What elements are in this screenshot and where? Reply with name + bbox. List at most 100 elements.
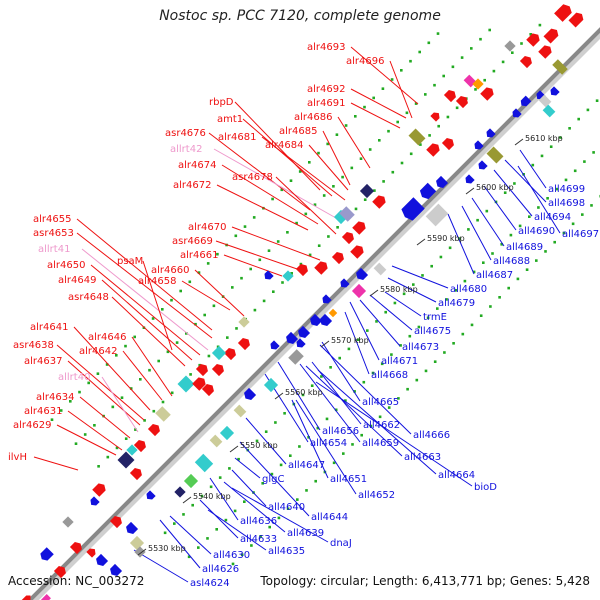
forward-gene-label: alr4655 bbox=[33, 214, 71, 225]
scale-tick-mark bbox=[320, 340, 330, 348]
forward-gene-label: alr4646 bbox=[88, 332, 126, 343]
track-dot bbox=[371, 371, 375, 375]
track-dot bbox=[384, 310, 387, 314]
forward-gene-label: alr4692 bbox=[307, 84, 345, 95]
forward-gene-arrow bbox=[519, 56, 532, 69]
label-leader-line bbox=[277, 361, 321, 431]
track-dot bbox=[139, 378, 142, 381]
track-dot bbox=[586, 108, 590, 112]
gene-feature-block bbox=[219, 425, 235, 441]
label-leader-line bbox=[461, 205, 492, 261]
label-leader-line bbox=[242, 118, 333, 197]
track-dot bbox=[354, 207, 358, 211]
forward-gene-arrow bbox=[455, 96, 468, 109]
track-dot bbox=[206, 537, 209, 540]
track-dot bbox=[498, 296, 501, 299]
track-dot bbox=[373, 189, 376, 192]
track-dot bbox=[157, 359, 160, 363]
track-dot bbox=[253, 308, 257, 312]
forward-gene-label: asr4676 bbox=[165, 128, 206, 139]
label-leader-line bbox=[231, 226, 321, 261]
label-leader-line bbox=[471, 197, 505, 247]
track-dot bbox=[538, 23, 542, 27]
track-dot bbox=[390, 353, 393, 356]
reverse-gene-label: all4662 bbox=[363, 420, 400, 431]
track-dot bbox=[564, 178, 568, 182]
track-dot bbox=[405, 111, 409, 115]
track-dot bbox=[483, 78, 486, 82]
scale-tick-label: 5530 kbp bbox=[148, 544, 186, 553]
track-dot bbox=[507, 286, 510, 290]
gene-feature-block bbox=[155, 406, 171, 422]
track-dot bbox=[460, 56, 464, 59]
track-dot bbox=[463, 279, 467, 283]
track-dot bbox=[448, 246, 452, 250]
reverse-gene-label: all4633 bbox=[240, 534, 277, 545]
track-dot bbox=[332, 461, 336, 465]
track-dot bbox=[535, 259, 538, 262]
label-leader-line bbox=[169, 515, 212, 555]
track-dot bbox=[336, 226, 339, 229]
track-dot bbox=[326, 142, 329, 146]
label-leader-line bbox=[223, 254, 283, 277]
track-dot bbox=[421, 274, 424, 277]
label-leader-line bbox=[122, 350, 163, 401]
reverse-gene-label: all4675 bbox=[414, 326, 451, 337]
gene-feature-block bbox=[359, 183, 375, 199]
label-lines-layer bbox=[33, 46, 561, 583]
track-dot bbox=[350, 166, 354, 170]
track-dot bbox=[170, 298, 173, 302]
forward-gene-label: asr4669 bbox=[172, 236, 213, 247]
reverse-gene-label: all4687 bbox=[476, 270, 513, 281]
track-dot bbox=[182, 513, 185, 516]
label-leader-line bbox=[215, 240, 301, 271]
reverse-gene-label: all4647 bbox=[288, 460, 325, 471]
reverse-gene-arrow bbox=[286, 331, 299, 344]
track-dot bbox=[424, 369, 428, 373]
track-dot bbox=[286, 507, 290, 510]
label-leader-line bbox=[275, 176, 337, 235]
reverse-gene-label: bioD bbox=[474, 482, 497, 493]
track-dot bbox=[243, 500, 246, 503]
track-dot bbox=[50, 418, 54, 421]
track-dot bbox=[264, 430, 268, 433]
track-dot bbox=[78, 390, 81, 394]
track-dot bbox=[161, 400, 165, 404]
scale-tick-label: 5560 kbp bbox=[285, 388, 323, 397]
reverse-gene-label: all4652 bbox=[358, 490, 395, 501]
gene-feature-block bbox=[542, 104, 556, 118]
track-dot bbox=[74, 442, 78, 445]
track-dot bbox=[378, 415, 382, 419]
forward-gene-arrow bbox=[195, 364, 208, 377]
forward-gene-label: alr4660 bbox=[151, 265, 189, 276]
track-dot bbox=[314, 479, 317, 483]
forward-gene-arrow bbox=[92, 483, 106, 497]
gene-feature-block bbox=[183, 473, 199, 489]
track-dot bbox=[546, 197, 549, 200]
scale-tick-mark bbox=[229, 445, 239, 453]
track-dot bbox=[590, 204, 593, 207]
label-leader-line bbox=[493, 169, 533, 217]
track-dot bbox=[479, 37, 482, 41]
reverse-gene-label: all4636 bbox=[240, 516, 277, 527]
track-dot bbox=[513, 182, 516, 185]
label-leader-line bbox=[111, 296, 186, 367]
reverse-gene-label: all4640 bbox=[268, 502, 305, 513]
label-leader-line bbox=[239, 441, 310, 517]
reverse-gene-arrow bbox=[90, 496, 100, 506]
reverse-gene-label: all4644 bbox=[311, 512, 348, 523]
track-dot bbox=[252, 216, 256, 219]
reverse-gene-label: all4664 bbox=[438, 470, 475, 481]
gene-feature-block bbox=[425, 203, 449, 227]
reverse-gene-label: all4697 bbox=[562, 229, 599, 240]
forward-gene-arrow bbox=[480, 87, 494, 101]
label-leader-line bbox=[209, 477, 239, 521]
label-leader-line bbox=[33, 456, 79, 471]
track-dot bbox=[235, 327, 238, 330]
scale-tick-mark bbox=[182, 496, 192, 504]
gene-feature-block bbox=[351, 283, 367, 299]
track-dot bbox=[170, 391, 174, 395]
track-dot bbox=[375, 320, 378, 323]
label-leader-line bbox=[133, 549, 189, 583]
track-dot bbox=[332, 185, 335, 188]
